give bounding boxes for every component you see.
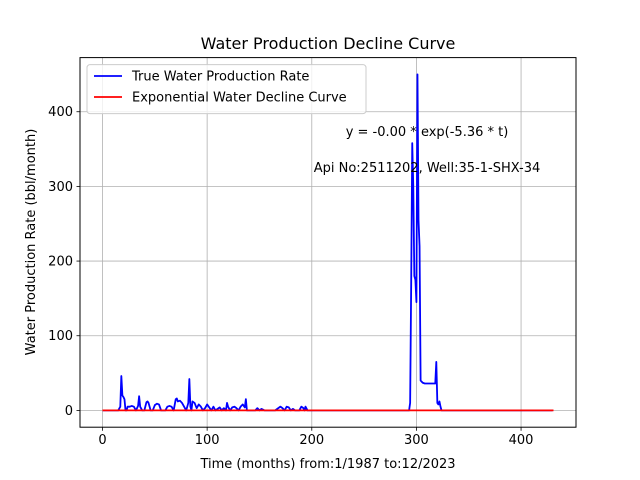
y-axis-label: Water Production Rate (bbl/month) bbox=[24, 129, 39, 356]
y-tick-label: 0 bbox=[65, 404, 73, 419]
x-tick-label: 100 bbox=[195, 433, 220, 448]
x-tick-label: 200 bbox=[299, 433, 324, 448]
legend-label-true-water: True Water Production Rate bbox=[131, 70, 309, 85]
y-tick-label: 400 bbox=[48, 105, 73, 120]
chart: 0 100 200 300 400 0 100 200 300 400 Water Produc… bbox=[0, 0, 640, 480]
legend: True Water Production Rate Exponential W… bbox=[87, 65, 366, 114]
x-tick-label: 0 bbox=[98, 433, 106, 448]
chart-title: Water Production Decline Curve bbox=[201, 34, 456, 53]
y-tick-label: 100 bbox=[48, 329, 73, 344]
equation-annotation: y = -0.00 * exp(-5.36 * t) bbox=[346, 125, 509, 140]
x-axis-label: Time (months) from:1/1987 to:12/2023 bbox=[199, 457, 455, 472]
x-tick-label: 400 bbox=[509, 433, 534, 448]
well-annotation: Api No:2511202, Well:35-1-SHX-34 bbox=[314, 161, 541, 176]
legend-label-exponential: Exponential Water Decline Curve bbox=[132, 91, 347, 106]
y-tick-label: 300 bbox=[48, 180, 73, 195]
x-tick-label: 300 bbox=[404, 433, 429, 448]
y-tick-label: 200 bbox=[48, 255, 73, 270]
